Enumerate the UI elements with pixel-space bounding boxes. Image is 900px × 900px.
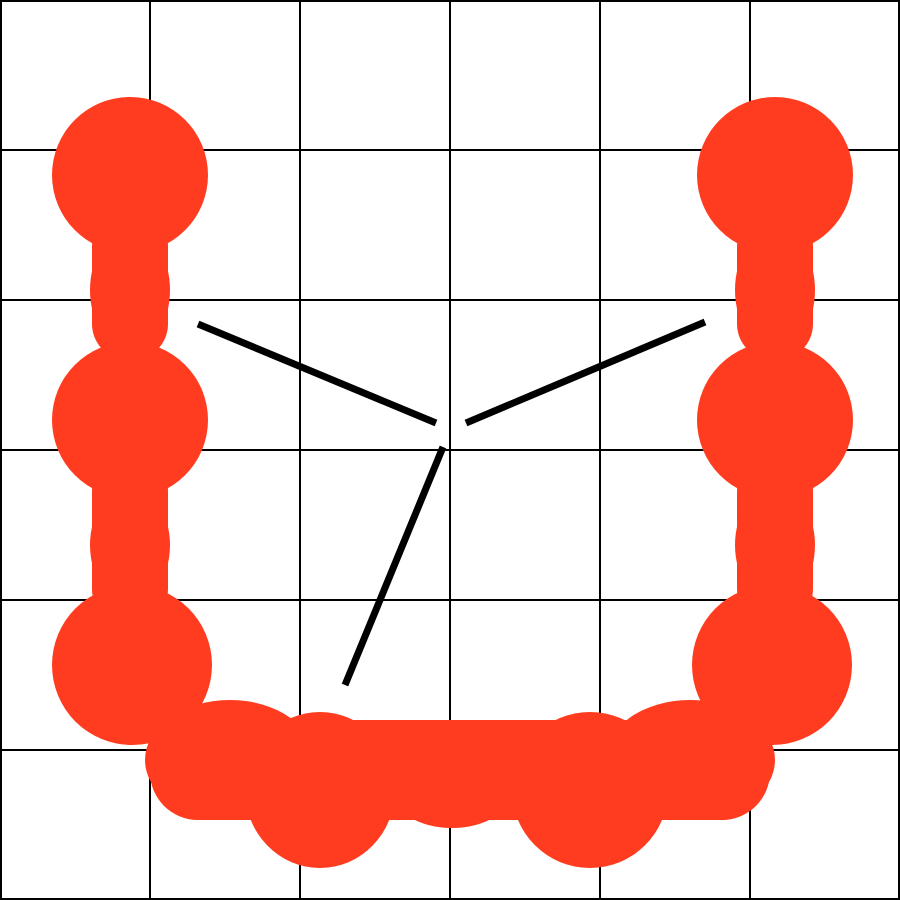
red-u-shaped-blob [52,97,853,868]
stroke-bottom-line [341,445,447,687]
blob-bottom-center-lobe [390,748,514,828]
blob-right-middle-circle [697,342,853,498]
blob-left-bead-2 [90,487,170,603]
blob-left-bottom-circle [52,585,212,745]
blob-right-bead-2 [735,487,815,603]
blob-right-bead-1 [735,230,815,350]
blob-left-top-circle [52,97,208,253]
blob-left-bead-1 [90,230,170,350]
stroke-left-line [196,320,438,427]
blob-left-middle-circle [52,342,208,498]
blob-right-top-circle [697,97,853,253]
stroke-right-line [464,318,707,427]
blob-right-bottom-circle [692,585,852,745]
three-line-strokes [196,318,707,687]
blob-bottom-center-left-lobe [245,712,395,868]
